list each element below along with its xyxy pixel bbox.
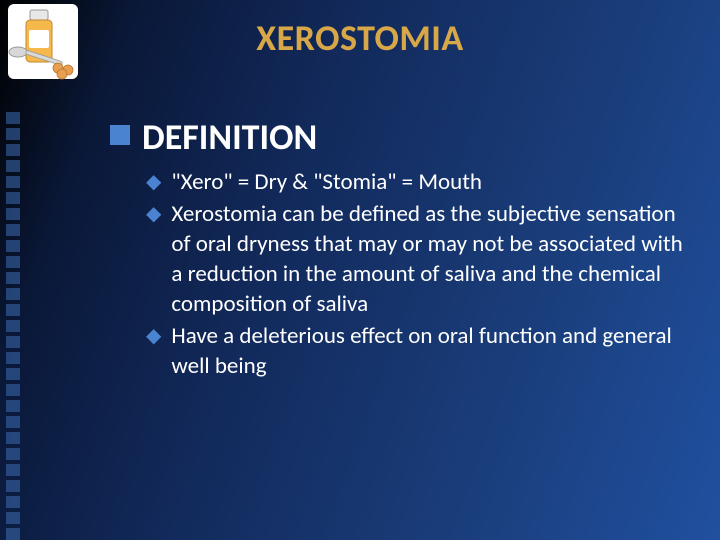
content-area: DEFINITION ◆ "Xero" = Dry & "Stomia" = M…: [110, 115, 690, 383]
bullet-rest: a deleterious effect on oral function an…: [171, 322, 671, 380]
decor-square: [6, 416, 20, 428]
decor-square: [6, 304, 20, 316]
decor-square: [6, 480, 20, 492]
list-item: ◆ Xerostomia can be defined as the subje…: [146, 199, 690, 319]
decor-square: [6, 400, 20, 412]
decor-square: [6, 320, 20, 332]
list-item: ◆ Have a deleterious effect on oral func…: [146, 321, 690, 381]
decor-square: [6, 144, 20, 156]
decor-square: [6, 432, 20, 444]
decor-square: [6, 528, 20, 540]
decor-square: [6, 448, 20, 460]
diamond-bullet-icon: ◆: [146, 199, 161, 229]
decor-square: [6, 160, 20, 172]
decor-square: [6, 384, 20, 396]
decor-square: [6, 512, 20, 524]
decor-square: [6, 336, 20, 348]
heading-text: DEFINITION: [142, 115, 317, 159]
decor-square: [6, 208, 20, 220]
decor-square: [6, 240, 20, 252]
slide-title: XEROSTOMIA: [0, 16, 720, 60]
decor-square: [6, 368, 20, 380]
diamond-bullet-icon: ◆: [146, 321, 161, 351]
bullet-list: ◆ "Xero" = Dry & "Stomia" = Mouth ◆ Xero…: [146, 167, 690, 381]
decor-square: [6, 288, 20, 300]
bullet-rest: = Dry & "Stomia" = Mouth: [233, 168, 482, 196]
heading-row: DEFINITION: [110, 115, 690, 159]
bullet-lead: "Xero": [171, 168, 232, 196]
list-item: ◆ "Xero" = Dry & "Stomia" = Mouth: [146, 167, 690, 197]
bullet-lead: Have: [171, 322, 218, 350]
decor-square: [6, 176, 20, 188]
decor-square: [6, 352, 20, 364]
diamond-bullet-icon: ◆: [146, 167, 161, 197]
decor-square: [6, 128, 20, 140]
decor-square: [6, 272, 20, 284]
bullet-rest: Xerostomia can be defined as the subject…: [171, 200, 682, 318]
decor-square: [6, 496, 20, 508]
square-bullet-icon: [110, 125, 130, 145]
title-text: XEROSTOMIA: [256, 16, 463, 60]
bullet-text: "Xero" = Dry & "Stomia" = Mouth: [171, 167, 482, 197]
decor-square: [6, 224, 20, 236]
bullet-text: Have a deleterious effect on oral functi…: [171, 321, 690, 381]
bullet-text: Xerostomia can be defined as the subject…: [171, 199, 690, 319]
decor-square: [6, 256, 20, 268]
left-decor-strip: [6, 112, 22, 540]
decor-square: [6, 464, 20, 476]
decor-square: [6, 192, 20, 204]
decor-square: [6, 112, 20, 124]
